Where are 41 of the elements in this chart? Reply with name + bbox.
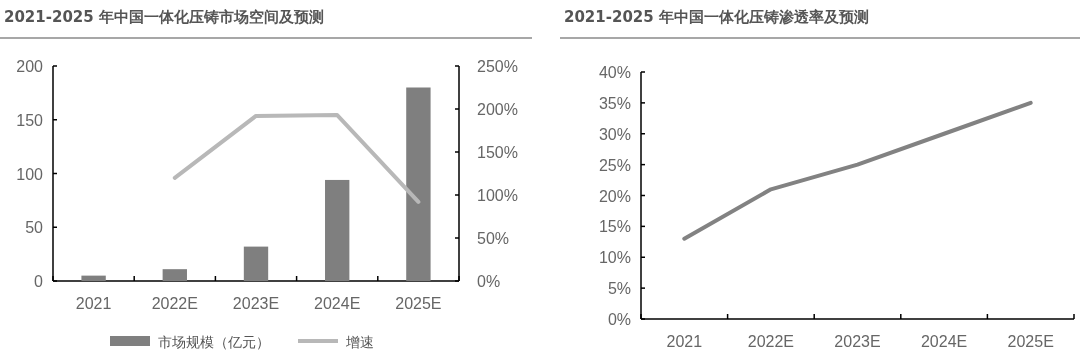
y-tick-label: 25% [598, 156, 631, 174]
x-tick-label: 2025E [395, 295, 442, 312]
legend-label: 市场规模（亿元） [158, 334, 270, 350]
y-tick-label: 0 [34, 273, 44, 290]
x-tick-label: 2022E [747, 333, 795, 350]
y2-tick-label: 50% [477, 230, 510, 247]
y2-tick-label: 100% [477, 187, 518, 204]
y-tick-label: 35% [598, 94, 631, 112]
x-tick-label: 2022E [151, 295, 198, 312]
x-tick-label: 2023E [834, 333, 881, 350]
y-tick-label: 0% [607, 311, 631, 328]
y-tick-label: 100 [16, 165, 44, 183]
legend-label: 增速 [345, 334, 374, 350]
y-tick-label: 30% [598, 125, 631, 143]
y-tick-label: 5% [607, 280, 631, 298]
bar [406, 87, 431, 281]
bar [325, 179, 350, 281]
bar [243, 246, 269, 281]
y-tick-label: 50 [25, 219, 44, 237]
chart-title: 2021-2025 年中国一体化压铸市场空间及预测 [4, 8, 324, 26]
y-tick-label: 200 [16, 58, 44, 75]
x-tick-label: 2021 [666, 333, 703, 350]
line-series [172, 113, 421, 204]
line-series [682, 100, 1033, 241]
y-tick-label: 40% [598, 64, 631, 81]
x-tick-label: 2024E [314, 295, 361, 312]
y2-tick-label: 150% [477, 144, 518, 161]
x-tick-label: 2024E [920, 333, 968, 350]
x-tick-label: 2023E [232, 295, 280, 312]
x-tick-label: 2025E [1007, 333, 1054, 350]
x-tick-label: 2021 [75, 295, 112, 312]
y-tick-label: 10% [598, 249, 631, 267]
y-tick-label: 20% [598, 187, 631, 205]
y2-tick-label: 200% [477, 101, 518, 118]
y2-tick-label: 250% [477, 58, 518, 75]
y2-tick-label: 0% [477, 273, 501, 290]
bar [162, 269, 187, 281]
y-tick-label: 150 [16, 111, 44, 129]
y-tick-label: 15% [598, 218, 631, 236]
bar [81, 275, 106, 281]
chart-title: 2021-2025 年中国一体化压铸渗透率及预测 [564, 8, 869, 26]
